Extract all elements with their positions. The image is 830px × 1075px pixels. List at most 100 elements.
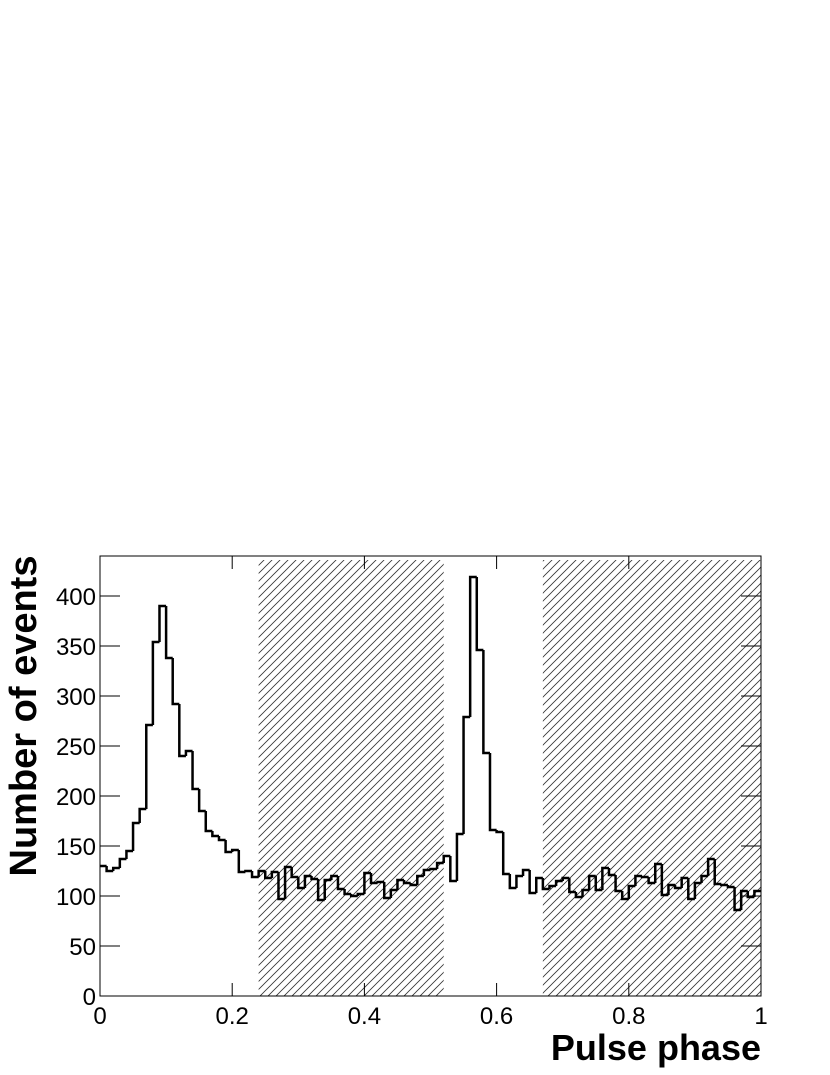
histogram-bin — [455, 832, 464, 881]
histogram-bin — [620, 891, 629, 901]
histogram-bin — [673, 885, 682, 890]
histogram-bin — [402, 880, 411, 885]
histogram-bin — [706, 857, 715, 876]
histogram-bin — [369, 873, 378, 885]
histogram-bin — [290, 867, 299, 879]
histogram-bin — [495, 830, 504, 834]
histogram-bin — [568, 878, 576, 894]
histogram-bin — [204, 811, 213, 833]
histogram-bin — [363, 871, 372, 894]
histogram-bin — [151, 640, 160, 725]
histogram-bin — [482, 650, 490, 755]
histogram-bin — [389, 888, 398, 898]
histogram-bin — [323, 878, 332, 900]
x-tick-label: 0.6 — [480, 1003, 513, 1030]
y-tick-label: 200 — [56, 784, 96, 811]
histogram-bin — [264, 871, 272, 880]
histogram-bin — [197, 789, 206, 813]
histogram-bin — [184, 749, 193, 756]
histogram-bin — [349, 894, 358, 898]
histogram-bin — [601, 866, 609, 890]
histogram-bin — [125, 849, 134, 859]
histogram-bin — [535, 876, 543, 893]
x-tick-label: 0 — [93, 1003, 106, 1030]
y-tick-label: 400 — [56, 584, 96, 611]
histogram-bin — [145, 723, 153, 809]
histogram-bin — [594, 876, 603, 892]
histogram-bin — [191, 751, 200, 791]
histogram-bin — [548, 884, 557, 889]
histogram-bin — [429, 867, 438, 871]
histogram-bin — [475, 577, 484, 652]
histogram-bin — [131, 821, 140, 851]
histogram-bin — [515, 874, 524, 888]
histogram-bin — [409, 883, 418, 887]
plot-frame — [99, 555, 762, 997]
histogram-bin — [449, 856, 457, 883]
histogram-bin — [178, 704, 186, 758]
histogram-bin — [310, 876, 319, 881]
histogram-bin — [283, 865, 292, 899]
histogram-bin — [746, 891, 755, 899]
histogram-bin — [277, 872, 286, 901]
histogram-bin — [501, 832, 510, 876]
shaded-region — [258, 560, 444, 996]
histogram-bin — [653, 862, 662, 883]
x-axis-label: Pulse phase — [551, 1027, 761, 1068]
y-axis-label: Number of events — [3, 556, 45, 877]
histogram-bin — [257, 869, 266, 877]
histogram-bin — [336, 876, 345, 891]
histogram-bin — [581, 888, 590, 897]
histogram-bin — [118, 857, 127, 868]
histogram-bin — [396, 878, 405, 890]
histogram-bin — [521, 868, 530, 876]
histogram-bin — [693, 881, 702, 899]
histogram-bin — [726, 885, 735, 889]
shaded-region — [542, 560, 761, 996]
histogram-bin — [111, 866, 120, 871]
histogram-bin — [442, 854, 451, 863]
histogram-bin — [508, 874, 517, 890]
x-tick-label: 0.8 — [612, 1003, 645, 1030]
histogram-bin — [224, 840, 233, 854]
histogram-bin — [687, 878, 695, 901]
histogram-bin — [171, 658, 180, 706]
histogram-bin — [640, 875, 649, 879]
histogram-bin — [733, 887, 742, 912]
histogram-bin — [587, 874, 596, 890]
histogram-bin — [164, 606, 173, 660]
histogram-bin — [250, 871, 259, 879]
y-tick-label: 150 — [56, 834, 96, 861]
histogram-bin — [316, 879, 325, 902]
y-tick-label: 300 — [56, 684, 96, 711]
y-tick-label: 350 — [56, 634, 96, 661]
histogram-bin — [753, 889, 761, 897]
histogram-bin — [237, 850, 246, 874]
histogram-bin — [541, 878, 550, 891]
histogram-bin — [376, 880, 385, 884]
histogram-bin — [607, 868, 616, 877]
y-tick-label: 250 — [56, 734, 96, 761]
histogram-bin — [217, 836, 226, 842]
histogram-bin — [627, 884, 636, 899]
histogram-bin — [270, 870, 279, 878]
histogram-bin — [435, 861, 444, 869]
histogram-bin — [647, 877, 656, 885]
histogram-bin — [680, 876, 689, 888]
histogram-bin — [211, 831, 219, 838]
x-tick-label: 0.2 — [216, 1003, 249, 1030]
histogram-bin — [382, 882, 391, 900]
histogram-bin — [554, 879, 563, 886]
histogram-bin — [105, 866, 114, 873]
histogram-bin — [356, 892, 365, 896]
histogram-bin — [667, 883, 676, 895]
histogram-bin — [138, 807, 147, 823]
histogram-bin — [303, 874, 312, 888]
y-tick-label: 50 — [69, 934, 96, 961]
histogram-bin — [528, 870, 537, 895]
histogram-bin — [488, 753, 497, 832]
histogram-bin — [720, 883, 728, 887]
histogram-bin — [230, 848, 239, 852]
y-tick-label: 0 — [83, 984, 96, 1011]
